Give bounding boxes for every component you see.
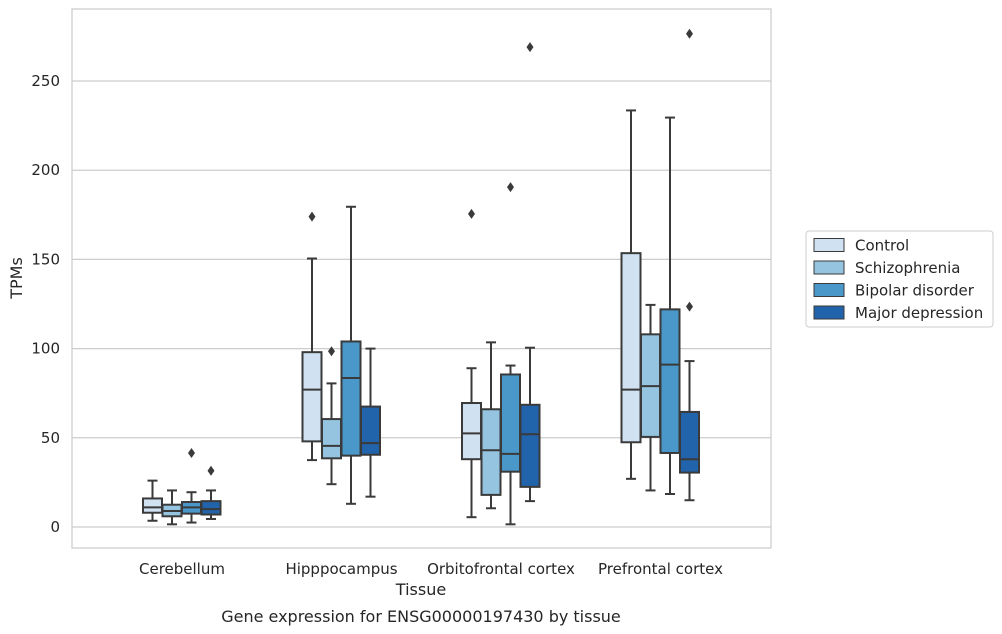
- box-schizophrenia-2: [480, 341, 502, 510]
- outlier-point: [526, 42, 534, 53]
- box-iqr: [340, 340, 362, 457]
- box-bipolar-disorder-1: [340, 205, 362, 505]
- outlier-point: [686, 301, 693, 312]
- y-tick-label: 200: [31, 161, 60, 179]
- plot-frame: [71, 8, 772, 549]
- box-control-1: [301, 211, 323, 462]
- box-iqr: [200, 500, 222, 516]
- y-tick-label: 100: [31, 340, 60, 358]
- x-axis-label: Tissue: [395, 580, 446, 599]
- x-tick-label: Cerebellum: [139, 560, 225, 578]
- y-tick-label: 250: [31, 72, 60, 90]
- outlier-point: [188, 447, 195, 458]
- box-iqr: [620, 252, 642, 444]
- box-iqr: [679, 410, 700, 474]
- box-bipolar-disorder-3: [659, 116, 681, 495]
- outlier-point: [468, 208, 475, 219]
- outlier-point: [308, 211, 316, 222]
- legend-frame: [805, 230, 994, 328]
- box-major-depression-2: [519, 42, 541, 503]
- y-axis-label: TPMs: [7, 257, 26, 300]
- box-iqr: [461, 402, 482, 461]
- legend-label: Control: [855, 237, 909, 255]
- box-major-depression-0: [200, 465, 222, 520]
- box-iqr: [659, 308, 681, 454]
- x-axis: Cerebellum Hipppocampus Orbitofrontal cort…: [139, 560, 723, 578]
- legend-label: Schizophrenia: [855, 259, 960, 277]
- legend-swatch: [813, 238, 845, 252]
- y-tick-label: 150: [31, 250, 60, 268]
- box-iqr: [301, 351, 323, 443]
- legend-swatch: [813, 260, 845, 275]
- y-tick-label: 0: [50, 518, 60, 536]
- x-tick-label: Hipppocampus: [285, 560, 397, 578]
- y-tick-label: 50: [41, 429, 60, 447]
- y-axis: 0 50 100 150 200 250: [31, 72, 60, 536]
- box-iqr: [321, 418, 342, 460]
- box-iqr: [519, 403, 541, 488]
- legend-label: Major depression: [855, 304, 983, 322]
- legend-swatch: [813, 283, 845, 297]
- box-schizophrenia-1: [321, 346, 342, 486]
- legend-swatch: [813, 305, 845, 320]
- box-bipolar-disorder-0: [181, 447, 202, 524]
- x-tick-label: Prefrontal cortex: [598, 560, 723, 578]
- box-iqr: [360, 405, 381, 456]
- box-schizophrenia-3: [640, 303, 661, 492]
- box-iqr: [142, 497, 163, 514]
- box-control-3: [620, 109, 642, 480]
- box-iqr: [480, 408, 502, 496]
- box-bipolar-disorder-2: [500, 182, 521, 526]
- box-plots: [142, 28, 700, 526]
- x-tick-label: Orbitofrontal cortex: [427, 560, 575, 578]
- box-major-depression-1: [360, 347, 381, 498]
- box-major-depression-3: [679, 28, 700, 502]
- grid-lines: [72, 80, 771, 528]
- box-iqr: [500, 373, 521, 473]
- box-control-0: [142, 479, 163, 522]
- box-control-2: [461, 208, 482, 519]
- legend-label: Bipolar disorder: [855, 282, 975, 300]
- outlier-point: [207, 465, 215, 476]
- chart-caption: Gene expression for ENSG00000197430 by t…: [221, 607, 621, 626]
- box-schizophrenia-0: [161, 489, 183, 526]
- outlier-point: [328, 346, 335, 357]
- legend: Control Schizophrenia Bipolar disorder Majo…: [805, 230, 994, 328]
- outlier-point: [686, 28, 693, 39]
- outlier-point: [507, 182, 514, 193]
